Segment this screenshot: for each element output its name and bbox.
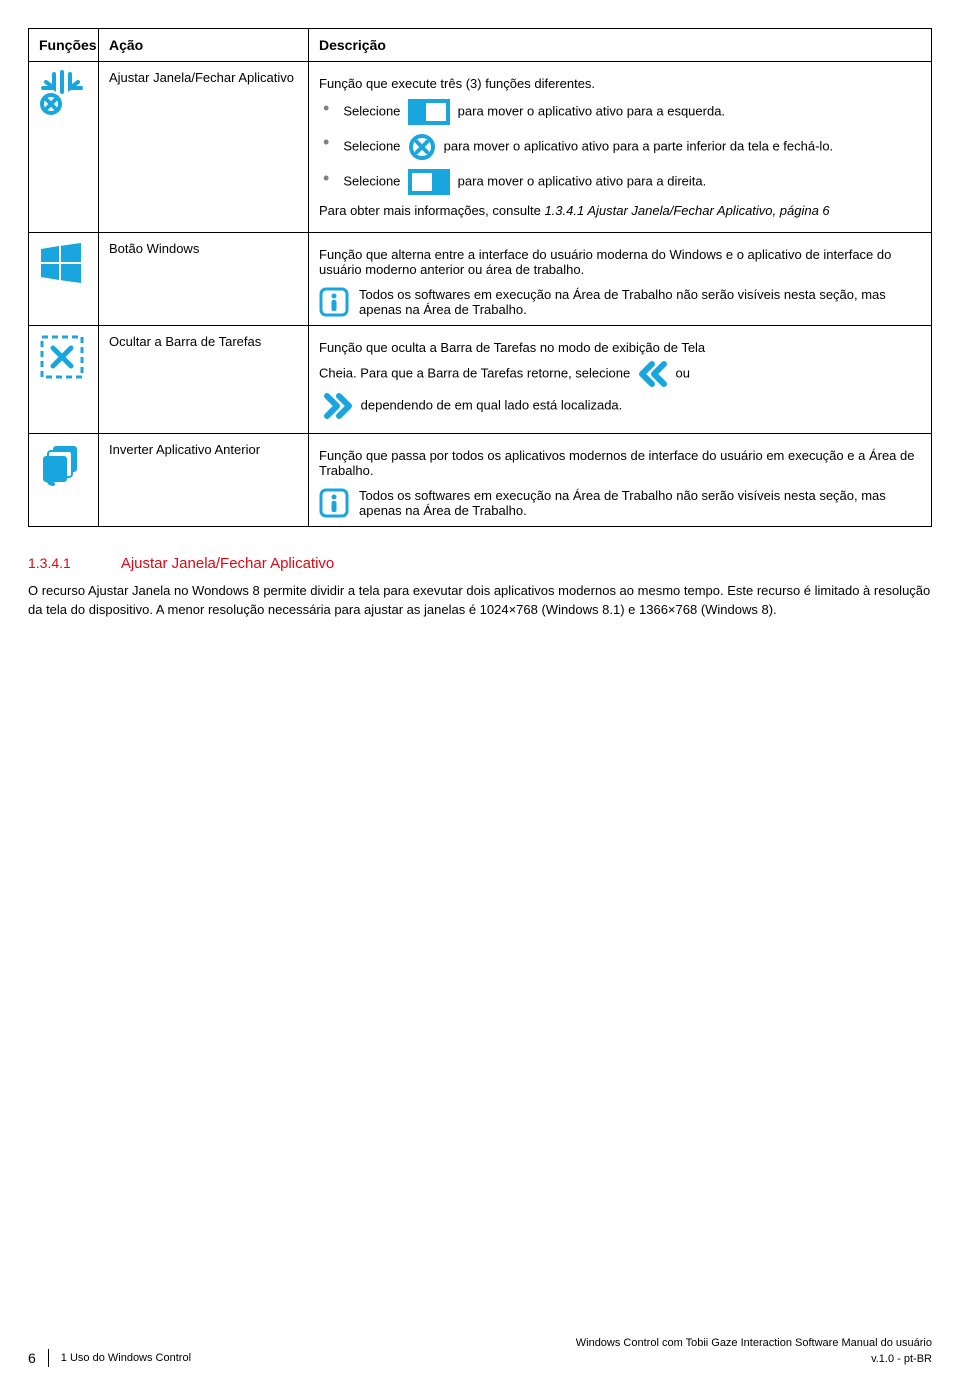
info-note: Todos os softwares em execução na Área d…: [319, 287, 921, 317]
snap-right-icon: [408, 169, 450, 195]
info-note: Todos os softwares em execução na Área d…: [319, 488, 921, 518]
th-description: Descrição: [309, 29, 932, 62]
section-title: Ajustar Janela/Fechar Aplicativo: [121, 555, 334, 572]
row2-line2: Cheia. Para que a Barra de Tarefas retor…: [319, 361, 921, 387]
row2-line1: Função que oculta a Barra de Tarefas no …: [319, 340, 921, 355]
action-cell: Botão Windows: [99, 233, 309, 326]
close-circle-icon: [408, 133, 436, 161]
page-footer: 6 1 Uso do Windows Control Windows Contr…: [28, 1336, 932, 1367]
section-body: O recurso Ajustar Janela no Wondows 8 pe…: [28, 582, 932, 620]
th-functions: Funções: [29, 29, 99, 62]
footer-version: v.1.0 - pt-BR: [576, 1352, 932, 1367]
bullet-item: • Selecione para mover o aplicativo ativ…: [319, 169, 921, 195]
table-row: Inverter Aplicativo Anterior Função que …: [29, 434, 932, 527]
switch-app-icon: [39, 442, 88, 488]
th-action: Ação: [99, 29, 309, 62]
table-row: Ocultar a Barra de Tarefas Função que oc…: [29, 326, 932, 434]
snap-left-icon: [408, 99, 450, 125]
chevrons-left-icon: [638, 361, 668, 387]
action-cell: Inverter Aplicativo Anterior: [99, 434, 309, 527]
bullet-dot: •: [323, 99, 329, 117]
bullet-dot: •: [323, 133, 329, 151]
row0-intro: Função que execute três (3) funções dife…: [319, 76, 921, 91]
footer-divider: [48, 1349, 49, 1367]
info-icon: [319, 287, 349, 317]
hide-taskbar-icon: [39, 334, 88, 380]
action-cell: Ajustar Janela/Fechar Aplicativo: [99, 62, 309, 233]
chapter-label: 1 Uso do Windows Control: [61, 1352, 191, 1364]
row1-desc: Função que alterna entre a interface do …: [319, 247, 921, 277]
table-row: Ajustar Janela/Fechar Aplicativo Função …: [29, 62, 932, 233]
snap-close-icon: [39, 70, 88, 116]
chevrons-right-icon: [323, 393, 353, 419]
info-icon: [319, 488, 349, 518]
page-number: 6: [28, 1350, 36, 1366]
row0-moreinfo: Para obter mais informações, consulte 1.…: [319, 203, 921, 218]
bullet-item: • Selecione para mover o aplicativo ativ…: [319, 99, 921, 125]
section-number: 1.3.4.1: [28, 555, 71, 571]
table-row: Botão Windows Função que alterna entre a…: [29, 233, 932, 326]
footer-doc-title: Windows Control com Tobii Gaze Interacti…: [576, 1336, 932, 1351]
row3-desc: Função que passa por todos os aplicativo…: [319, 448, 921, 478]
section-1341: 1.3.4.1 Ajustar Janela/Fechar Aplicativo…: [28, 555, 932, 620]
action-cell: Ocultar a Barra de Tarefas: [99, 326, 309, 434]
bullet-item: • Selecione para mover o aplicativo ativ…: [319, 133, 921, 161]
functions-table: Funções Ação Descrição: [28, 28, 932, 527]
windows-logo-icon: [39, 241, 88, 285]
row2-line3: dependendo de em qual lado está localiza…: [319, 393, 921, 419]
bullet-dot: •: [323, 169, 329, 187]
